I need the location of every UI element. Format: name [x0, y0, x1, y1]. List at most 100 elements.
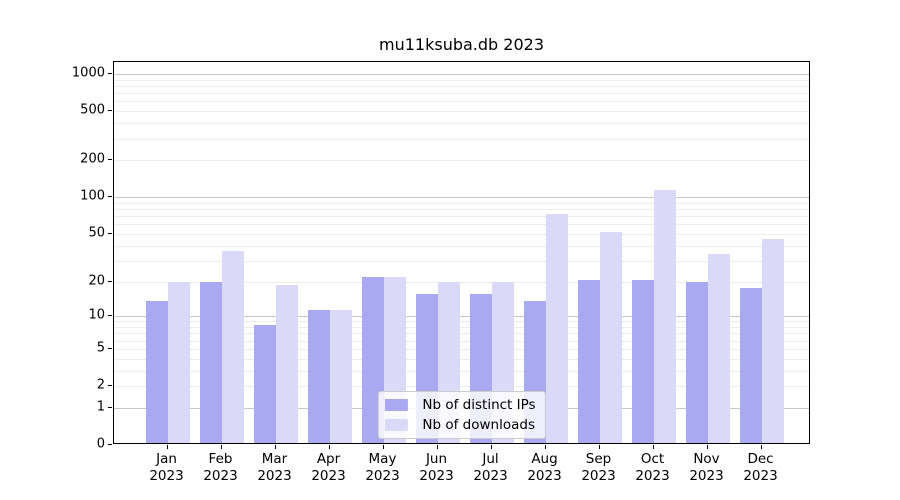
bar-downloads-oct — [653, 190, 676, 443]
downloads-swatch-icon — [384, 419, 408, 431]
gridline — [114, 79, 809, 81]
bar-distinct-ips-jan — [145, 301, 168, 443]
bar-distinct-ips-apr — [307, 309, 330, 443]
gridline — [114, 216, 809, 218]
bar-distinct-ips-nov — [685, 282, 708, 443]
x-tick-label-apr: Apr 2023 — [311, 451, 346, 484]
x-tick-label-nov: Nov 2023 — [689, 451, 724, 484]
bar-downloads-apr — [329, 309, 352, 443]
gridline — [114, 138, 809, 140]
legend-item-downloads: Nb of downloads — [384, 417, 535, 433]
x-tick-label-may: May 2023 — [365, 451, 400, 484]
gridline — [114, 386, 809, 387]
bar-downloads-dec — [761, 238, 784, 443]
bar-downloads-nov — [707, 253, 730, 443]
y-tick-mark — [108, 232, 112, 234]
x-tick-label-feb: Feb 2023 — [203, 451, 238, 484]
x-tick-mark — [382, 445, 384, 449]
gridline — [114, 358, 809, 360]
gridline — [114, 333, 809, 335]
y-tick-label: 50 — [88, 225, 105, 241]
bar-distinct-ips-mar — [253, 325, 276, 443]
gridline — [114, 160, 809, 162]
x-tick-mark — [436, 445, 438, 449]
gridline — [114, 348, 809, 350]
gridline — [114, 123, 809, 125]
x-tick-label-jan: Jan 2023 — [149, 451, 184, 484]
y-tick-mark — [108, 385, 112, 386]
gridline — [114, 327, 809, 328]
x-tick-mark — [220, 445, 222, 449]
bar-distinct-ips-dec — [739, 287, 762, 443]
x-tick-mark — [652, 445, 654, 449]
gridline — [114, 85, 809, 87]
y-tick-mark — [108, 444, 112, 445]
x-tick-mark — [760, 445, 762, 449]
x-tick-mark — [598, 445, 600, 449]
bar-layer — [114, 62, 809, 443]
bar-downloads-aug — [545, 214, 568, 443]
bar-downloads-feb — [221, 250, 244, 443]
gridline — [114, 340, 809, 342]
gridline — [114, 202, 809, 204]
y-tick-label: 5 — [96, 340, 105, 356]
legend-item-distinct-ips: Nb of distinct IPs — [384, 397, 536, 413]
gridline — [114, 281, 809, 283]
y-tick-label: 0 — [96, 436, 105, 452]
gridline — [114, 321, 809, 323]
bar-downloads-sep — [599, 231, 622, 443]
plot-area: Nb of distinct IPs Nb of downloads — [113, 61, 810, 444]
y-tick-label: 1 — [96, 399, 105, 415]
y-tick-mark — [108, 159, 112, 161]
gridline — [114, 101, 809, 103]
legend-label: Nb of distinct IPs — [422, 397, 536, 413]
gridline — [114, 260, 809, 262]
y-tick-mark — [108, 196, 112, 198]
gridline — [114, 233, 809, 235]
distinct-ips-swatch-icon — [384, 399, 408, 411]
gridline — [114, 74, 809, 75]
gridline — [114, 224, 809, 226]
gridline — [114, 197, 809, 199]
x-tick-mark — [544, 445, 546, 449]
y-tick-label: 20 — [88, 273, 105, 288]
x-tick-mark — [328, 445, 330, 449]
gridline — [114, 209, 809, 210]
x-tick-label-sep: Sep 2023 — [581, 451, 616, 484]
x-tick-label-oct: Oct 2023 — [635, 451, 670, 484]
bar-distinct-ips-sep — [577, 279, 600, 443]
y-tick-label: 10 — [88, 307, 105, 323]
x-tick-mark — [490, 445, 492, 449]
y-tick-label: 200 — [80, 151, 105, 167]
gridline — [114, 93, 809, 95]
y-tick-mark — [108, 406, 112, 408]
x-tick-label-jul: Jul 2023 — [473, 451, 508, 484]
x-tick-label-dec: Dec 2023 — [743, 451, 778, 484]
y-tick-mark — [108, 347, 112, 349]
x-tick-mark — [274, 445, 276, 449]
y-tick-mark — [108, 110, 112, 112]
y-tick-mark — [108, 315, 112, 317]
grid-layer — [114, 62, 809, 443]
x-tick-label-aug: Aug 2023 — [527, 451, 562, 484]
x-tick-mark — [166, 445, 168, 449]
y-tick-mark — [108, 280, 112, 282]
y-tick-label: 1000 — [71, 65, 105, 81]
y-tick-label: 500 — [80, 102, 105, 118]
bar-downloads-jan — [167, 282, 190, 443]
x-tick-label-jun: Jun 2023 — [419, 451, 454, 484]
y-tick-label: 2 — [96, 377, 105, 393]
gridline — [114, 370, 809, 372]
legend-label: Nb of downloads — [422, 417, 535, 433]
gridline — [114, 245, 809, 247]
legend: Nb of distinct IPs Nb of downloads — [377, 391, 546, 439]
y-tick-mark — [108, 73, 112, 74]
x-tick-mark — [706, 445, 708, 449]
chart-title: mu11ksuba.db 2023 — [379, 35, 544, 54]
x-tick-label-mar: Mar 2023 — [257, 451, 292, 484]
bar-downloads-mar — [275, 284, 298, 443]
bar-distinct-ips-feb — [199, 282, 222, 443]
y-tick-label: 100 — [80, 188, 105, 204]
bar-distinct-ips-oct — [631, 279, 654, 443]
